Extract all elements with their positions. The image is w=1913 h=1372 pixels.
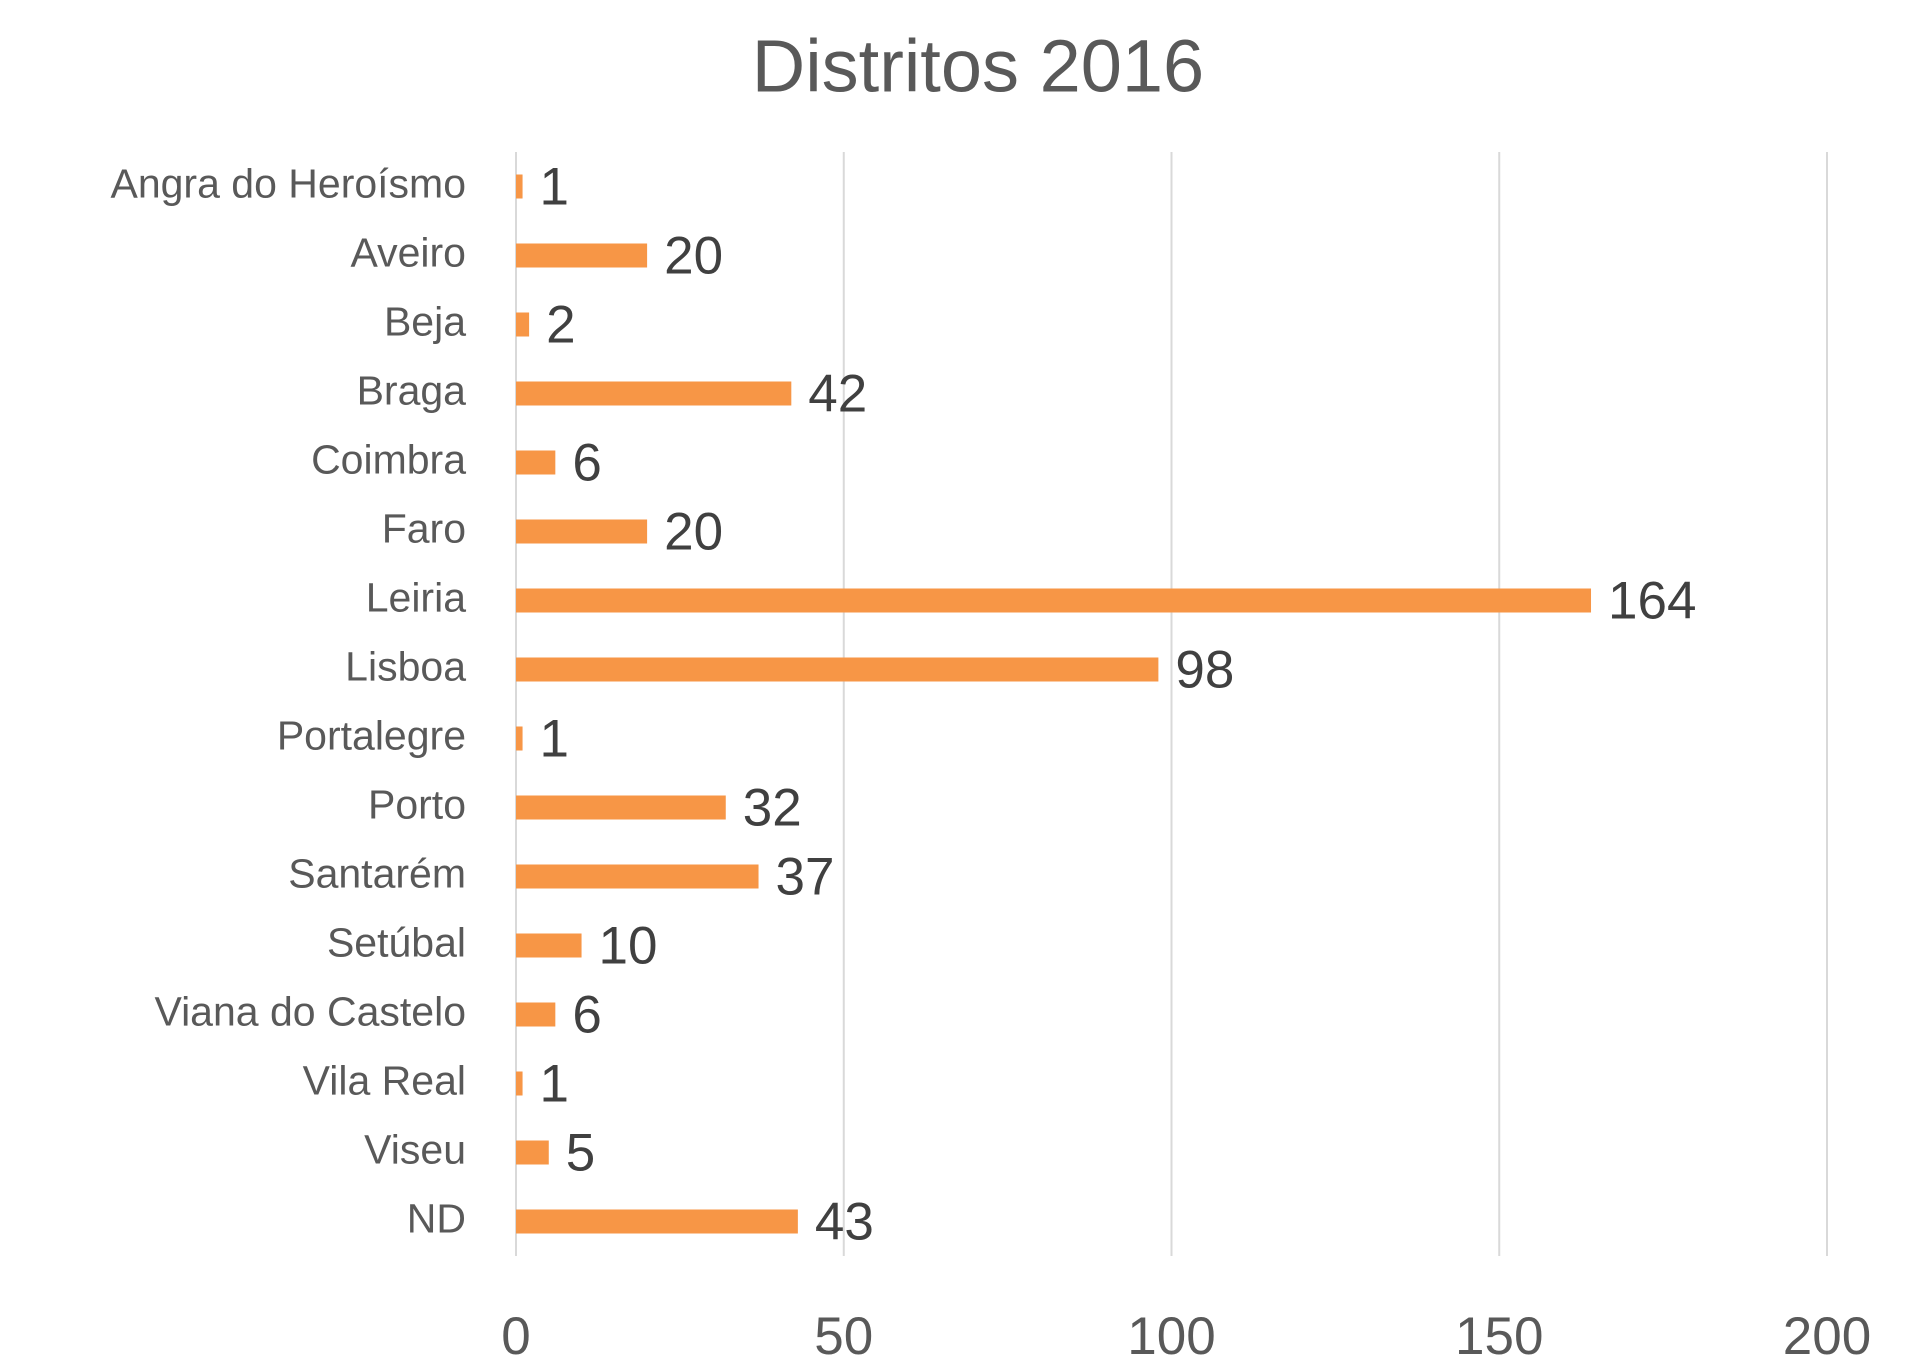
bar: [516, 657, 1159, 682]
y-tick-label: Braga: [357, 367, 467, 413]
y-tick-label: Viseu: [364, 1126, 466, 1172]
y-tick-label: Faro: [382, 505, 466, 551]
bar: [516, 312, 530, 337]
bar: [516, 174, 523, 199]
x-tick-label: 0: [501, 1307, 530, 1366]
data-label: 164: [1608, 572, 1696, 631]
data-label: 1: [540, 710, 569, 769]
y-tick-label: ND: [407, 1195, 466, 1241]
bar: [516, 1140, 549, 1165]
data-label: 1: [540, 1055, 569, 1114]
bar: [516, 588, 1592, 613]
bar: [516, 933, 582, 958]
bar: [516, 1071, 523, 1096]
y-tick-label: Porto: [368, 781, 466, 827]
y-tick-label: Angra do Heroísmo: [110, 160, 466, 206]
bar: [516, 864, 759, 889]
y-tick-label: Portalegre: [277, 712, 466, 758]
data-label: 42: [808, 365, 867, 424]
chart-title: Distritos 2016: [752, 25, 1204, 108]
x-tick-label: 100: [1127, 1307, 1215, 1366]
y-tick-label: Setúbal: [327, 919, 466, 965]
x-tick-label: 200: [1783, 1307, 1871, 1366]
bar: [516, 1209, 798, 1234]
bar: [516, 1002, 556, 1027]
bar: [516, 795, 726, 820]
data-label: 37: [776, 848, 835, 907]
x-tick-label: 50: [814, 1307, 873, 1366]
bar: [516, 726, 523, 751]
data-label: 10: [599, 917, 658, 976]
data-label: 6: [572, 434, 601, 493]
y-tick-label: Santarém: [288, 850, 466, 896]
bar: [516, 519, 648, 544]
y-tick-label: Beja: [384, 298, 466, 344]
data-label: 5: [566, 1124, 595, 1183]
y-tick-label: Leiria: [366, 574, 466, 620]
y-tick-label: Coimbra: [311, 436, 466, 482]
data-label: 32: [743, 779, 802, 838]
x-tick-label: 150: [1455, 1307, 1543, 1366]
bar: [516, 450, 556, 475]
data-label: 43: [815, 1193, 874, 1252]
data-label: 20: [664, 503, 723, 562]
data-label: 2: [546, 296, 575, 355]
data-label: 98: [1175, 641, 1234, 700]
bar: [516, 243, 648, 268]
y-tick-label: Aveiro: [351, 229, 466, 275]
bar: [516, 381, 792, 406]
data-label: 6: [572, 986, 601, 1045]
data-label: 1: [540, 158, 569, 217]
y-tick-label: Lisboa: [345, 643, 466, 689]
y-tick-label: Viana do Castelo: [154, 988, 466, 1034]
y-tick-label: Vila Real: [303, 1057, 466, 1103]
data-label: 20: [664, 227, 723, 286]
